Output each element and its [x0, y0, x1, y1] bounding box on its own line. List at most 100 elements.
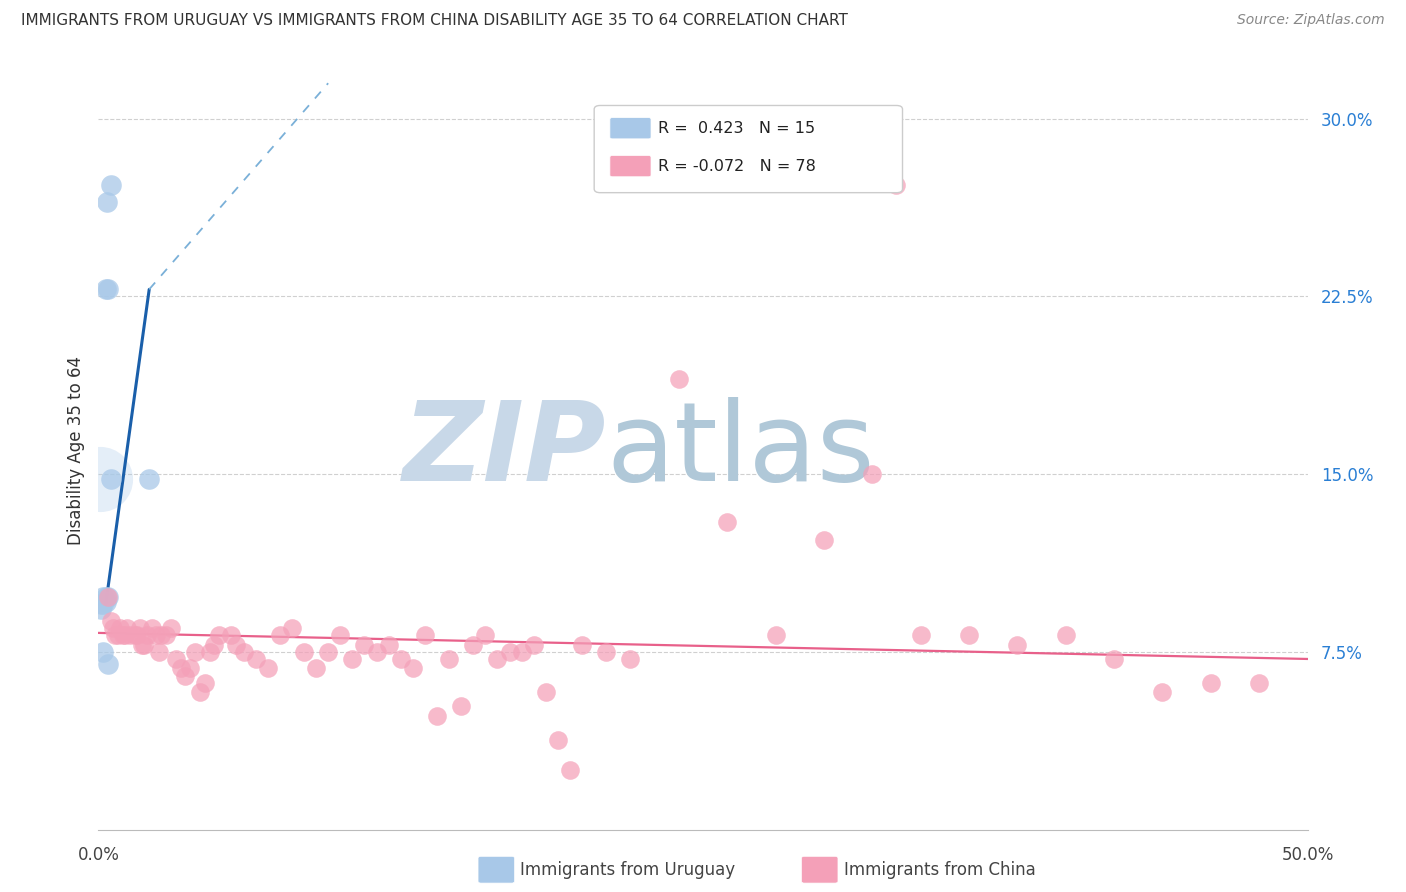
Point: [91, 645, 114, 659]
Point: [94, 591, 117, 605]
Text: IMMIGRANTS FROM URUGUAY VS IMMIGRANTS FROM CHINA DISABILITY AGE 35 TO 64 CORRELA: IMMIGRANTS FROM URUGUAY VS IMMIGRANTS FR…: [21, 13, 848, 29]
Point: [463, 638, 485, 652]
Point: [89, 472, 111, 486]
Point: [716, 515, 738, 529]
Y-axis label: Disability Age 35 to 64: Disability Age 35 to 64: [66, 356, 84, 545]
Text: Source: ZipAtlas.com: Source: ZipAtlas.com: [1237, 13, 1385, 28]
Point: [124, 628, 146, 642]
Point: [174, 668, 197, 682]
Point: [558, 764, 581, 778]
Point: [765, 628, 787, 642]
Point: [165, 652, 187, 666]
Point: [131, 638, 153, 652]
Point: [292, 645, 315, 659]
Point: [155, 628, 177, 642]
Point: [108, 621, 131, 635]
Point: [571, 638, 593, 652]
FancyBboxPatch shape: [610, 118, 651, 139]
Point: [169, 661, 191, 675]
Point: [148, 645, 170, 659]
Point: [413, 628, 436, 642]
Point: [104, 628, 127, 642]
Point: [813, 533, 835, 548]
Point: [523, 638, 546, 652]
Point: [668, 372, 690, 386]
Point: [101, 621, 124, 635]
Point: [94, 595, 117, 609]
Point: [91, 591, 114, 605]
Point: [910, 628, 932, 642]
Point: [1152, 685, 1174, 699]
Point: [510, 645, 533, 659]
Point: [179, 661, 201, 675]
FancyBboxPatch shape: [610, 155, 651, 177]
Text: Immigrants from China: Immigrants from China: [844, 861, 1035, 879]
Point: [534, 685, 557, 699]
Point: [100, 178, 122, 193]
Point: [97, 591, 120, 605]
Point: [256, 661, 278, 675]
Point: [1249, 675, 1271, 690]
Point: [221, 628, 243, 642]
Point: [138, 472, 160, 486]
Point: [127, 628, 149, 642]
Point: [860, 467, 883, 482]
Point: [90, 602, 112, 616]
Point: [1102, 652, 1125, 666]
Point: [134, 638, 156, 652]
Point: [402, 661, 425, 675]
Point: [160, 621, 183, 635]
Point: [281, 621, 304, 635]
Point: [90, 598, 112, 612]
Point: [135, 628, 157, 642]
Point: [117, 621, 139, 635]
Point: [232, 645, 254, 659]
Point: [91, 598, 114, 612]
Point: [114, 628, 136, 642]
Point: [97, 657, 120, 671]
Point: [107, 628, 129, 642]
Point: [1054, 628, 1077, 642]
Point: [225, 638, 247, 652]
Point: [1199, 675, 1222, 690]
Point: [1007, 638, 1029, 652]
FancyBboxPatch shape: [595, 105, 903, 193]
Point: [595, 645, 617, 659]
Point: [208, 628, 231, 642]
Point: [450, 699, 472, 714]
Point: [145, 628, 167, 642]
Point: [118, 628, 141, 642]
Point: [474, 628, 496, 642]
Point: [619, 652, 641, 666]
Text: ZIP: ZIP: [402, 397, 606, 504]
Point: [486, 652, 509, 666]
Text: Immigrants from Uruguay: Immigrants from Uruguay: [520, 861, 735, 879]
Point: [437, 652, 460, 666]
Point: [353, 638, 375, 652]
Point: [245, 652, 267, 666]
Point: [184, 645, 207, 659]
Point: [498, 645, 520, 659]
Point: [957, 628, 980, 642]
Point: [100, 472, 122, 486]
Point: [198, 645, 221, 659]
Point: [97, 282, 120, 296]
Point: [96, 194, 118, 209]
Point: [204, 638, 226, 652]
Point: [141, 621, 163, 635]
Point: [111, 628, 134, 642]
Point: [188, 685, 211, 699]
Point: [316, 645, 339, 659]
Point: [426, 708, 449, 723]
Point: [128, 621, 150, 635]
Point: [547, 732, 569, 747]
Point: [342, 652, 364, 666]
Text: atlas: atlas: [606, 397, 875, 504]
Point: [150, 628, 173, 642]
Point: [269, 628, 291, 642]
Point: [377, 638, 399, 652]
Point: [389, 652, 412, 666]
Point: [329, 628, 352, 642]
Point: [100, 614, 122, 628]
Point: [305, 661, 328, 675]
